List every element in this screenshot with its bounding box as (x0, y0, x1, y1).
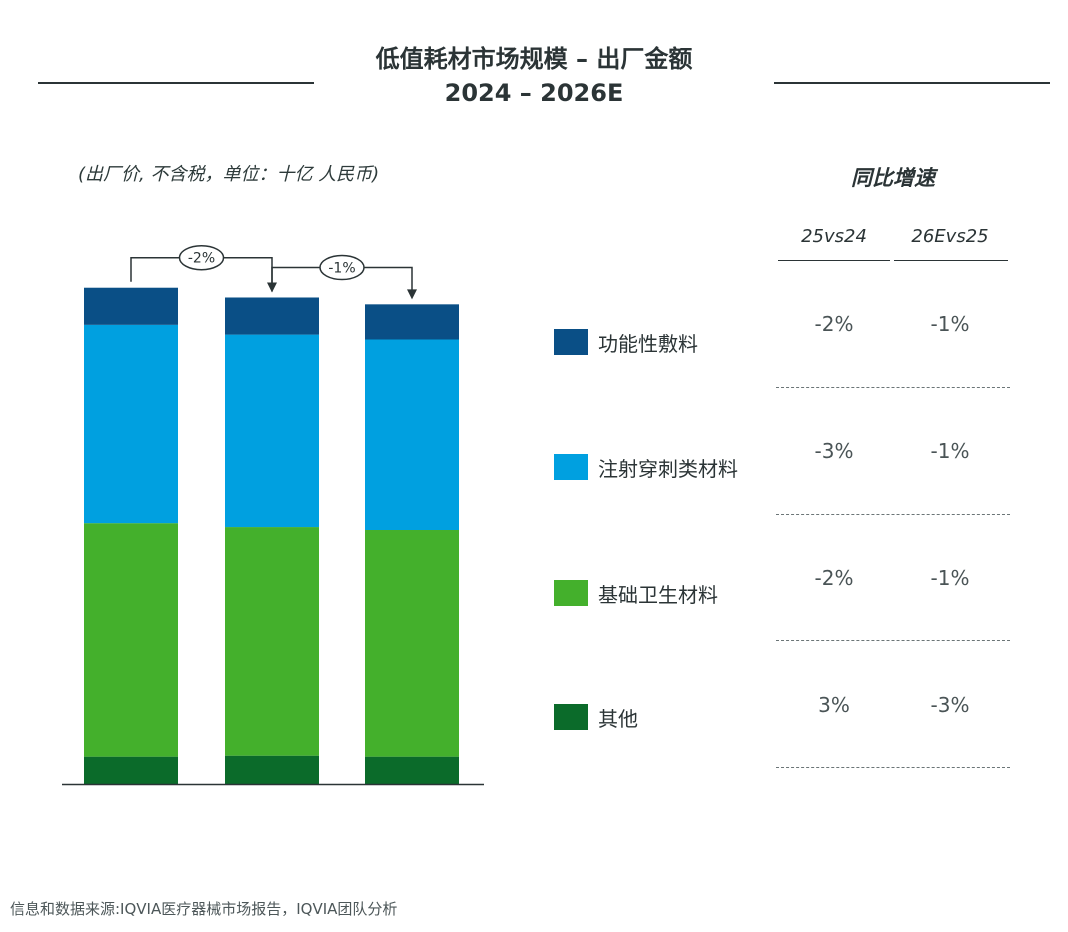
growth-col1-header: 25vs24 (801, 226, 867, 247)
legend-item-basic-hygiene: 基础卫生材料 (554, 580, 718, 607)
bar-segment (84, 287, 178, 325)
growth-value: -2% (814, 312, 854, 336)
bar-segment (365, 339, 459, 530)
growth-value: -3% (814, 439, 854, 463)
growth-badge (319, 254, 365, 281)
legend-item-injection: 注射穿刺类材料 (554, 454, 738, 481)
stacked-bar-chart: 202420252026E-2%-1% (62, 244, 484, 786)
row-divider (776, 640, 1010, 641)
growth-value: -2% (814, 566, 854, 590)
row-divider (776, 767, 1010, 768)
legend-item-functional-dressing: 功能性敷料 (554, 329, 698, 356)
growth-arrowhead (407, 289, 417, 300)
row-divider (776, 387, 1010, 388)
bar-segment (365, 756, 459, 784)
growth-badge (178, 244, 225, 271)
bar-segment (84, 756, 178, 784)
growth-value: -3% (930, 693, 970, 717)
legend-swatch (554, 329, 588, 355)
bar-segment (365, 530, 459, 757)
source-note: 信息和数据来源:IQVIA医疗器械市场报告，IQVIA团队分析 (10, 900, 398, 918)
growth-value: -1% (930, 566, 970, 590)
bar-segment (225, 334, 319, 528)
legend-label: 功能性敷料 (598, 331, 698, 356)
col2-header-rule (894, 260, 1008, 261)
growth-col2-header: 26Evs25 (911, 226, 989, 247)
legend-item-other: 其他 (554, 704, 638, 731)
bar-segment (84, 324, 178, 524)
growth-annotation-label: -1% (328, 260, 355, 276)
bar-segment (225, 755, 319, 784)
title-rule-left (38, 82, 314, 84)
chart-title: 低值耗材市场规模 – 出厂金额 2024 – 2026E (0, 42, 1068, 110)
bar-segment (365, 304, 459, 340)
title-line-1: 低值耗材市场规模 – 出厂金额 (375, 45, 693, 73)
legend-label: 基础卫生材料 (598, 582, 718, 607)
bar-segment (225, 527, 319, 756)
bar-segment (84, 523, 178, 757)
title-rule-right (774, 82, 1050, 84)
unit-note: (出厂价, 不含税，单位：十亿 人民币) (78, 164, 380, 185)
legend-label: 其他 (598, 706, 638, 731)
col1-header-rule (778, 260, 890, 261)
growth-value: -1% (930, 312, 970, 336)
growth-value: 3% (818, 693, 850, 717)
title-line-2: 2024 – 2026E (444, 79, 624, 107)
growth-annotation-label: -2% (188, 251, 215, 267)
row-divider (776, 514, 1010, 515)
growth-heading: 同比增速 (851, 166, 935, 190)
growth-value: -1% (930, 439, 970, 463)
legend-swatch (554, 454, 588, 480)
bar-segment (225, 297, 319, 335)
legend-swatch (554, 704, 588, 730)
legend-label: 注射穿刺类材料 (598, 456, 738, 481)
legend-swatch (554, 580, 588, 606)
